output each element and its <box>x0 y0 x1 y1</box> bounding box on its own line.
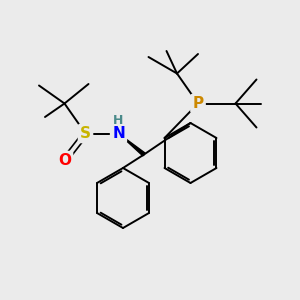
Text: N: N <box>112 126 125 141</box>
Text: S: S <box>80 126 91 141</box>
Polygon shape <box>118 134 145 156</box>
Text: H: H <box>113 113 124 127</box>
Text: P: P <box>192 96 204 111</box>
Text: O: O <box>58 153 71 168</box>
